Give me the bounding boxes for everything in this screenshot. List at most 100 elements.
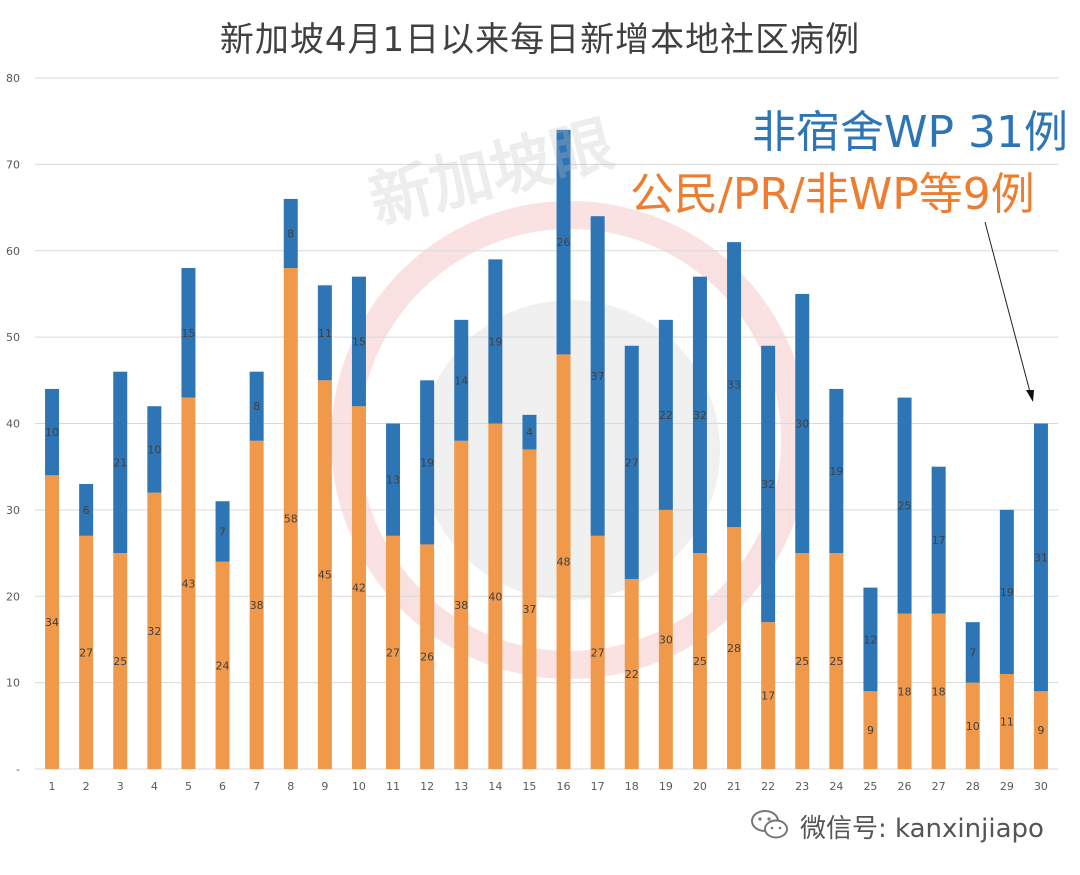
x-tick-label: 24 [829, 780, 843, 793]
x-tick-label: 17 [591, 780, 605, 793]
bar-segment-blue [45, 388, 60, 476]
data-labels: 34 10 27 6 25 21 32 10 43 15 24 7 38 8 58 8 45 11 42 15 27 13… [45, 227, 1048, 737]
bar-segment-orange [658, 509, 673, 769]
bar-segment-orange [965, 682, 980, 769]
x-tick-label: 10 [352, 780, 366, 793]
bar-segment-blue [147, 406, 162, 493]
y-tick-label: 40 [6, 418, 20, 431]
bar-segment-orange [556, 354, 571, 769]
bar-segment-orange [999, 673, 1014, 769]
data-label: 6 [83, 504, 90, 517]
x-tick-label: 2 [83, 780, 90, 793]
data-label: 28 [727, 642, 741, 655]
bar-segment-orange [488, 423, 503, 769]
data-label: 27 [79, 646, 93, 659]
data-label: 42 [352, 582, 366, 595]
x-tick-label: 20 [693, 780, 707, 793]
bar-segment-blue [181, 268, 196, 398]
bar-segment-orange [317, 380, 332, 769]
bar-segment-blue [488, 259, 503, 424]
y-tick-label: 70 [6, 158, 20, 171]
bar-segment-blue [113, 371, 128, 554]
x-tick-label: 7 [253, 780, 260, 793]
y-tick-label: 20 [6, 590, 20, 603]
annotation-arrow [984, 221, 1034, 402]
bar-segment-orange [113, 553, 128, 769]
data-label: 30 [795, 418, 809, 431]
data-label: 27 [625, 456, 639, 469]
bar-segment-orange [863, 691, 878, 769]
x-tick-label: 4 [151, 780, 158, 793]
data-label: 9 [867, 724, 874, 737]
data-label: 34 [45, 616, 59, 629]
y-tick-label: 30 [6, 504, 20, 517]
bar-segment-orange [147, 492, 162, 769]
data-label: 10 [966, 720, 980, 733]
data-label: 21 [113, 456, 127, 469]
wechat-icon [751, 810, 788, 839]
bar-segment-blue [727, 242, 742, 528]
bar-segment-blue [1033, 423, 1048, 692]
data-label: 7 [969, 646, 976, 659]
data-label: 43 [181, 577, 195, 590]
data-label: 19 [488, 335, 502, 348]
bar-segment-blue [522, 414, 537, 450]
data-label: 17 [761, 690, 775, 703]
annotation-blue: 非宿舍WP 31例 [752, 107, 1069, 158]
data-label: 26 [420, 651, 434, 664]
y-tick-label: - [16, 763, 20, 776]
data-label: 27 [591, 646, 605, 659]
bar-segment-blue [249, 371, 264, 441]
data-label: 31 [1034, 551, 1048, 564]
bar-segment-orange [45, 475, 60, 769]
data-label: 12 [863, 633, 877, 646]
y-tick-label: 60 [6, 245, 20, 258]
data-label: 27 [386, 646, 400, 659]
data-label: 40 [488, 590, 502, 603]
bar-segment-orange [897, 613, 912, 769]
data-label: 24 [216, 659, 230, 672]
x-tick-label: 18 [625, 780, 639, 793]
bar-segment-blue [590, 216, 605, 536]
data-label: 4 [526, 426, 533, 439]
x-tick-label: 16 [557, 780, 571, 793]
data-label: 58 [284, 513, 298, 526]
data-label: 32 [147, 625, 161, 638]
data-label: 26 [557, 236, 571, 249]
bar-segment-blue [317, 285, 332, 381]
bar-segment-blue [761, 345, 776, 623]
y-tick-label: 80 [6, 72, 20, 85]
x-tick-label: 19 [659, 780, 673, 793]
bar-segment-blue [454, 319, 469, 441]
data-label: 25 [829, 655, 843, 668]
bar-segment-orange [79, 535, 94, 769]
bar-segment-blue [351, 276, 366, 407]
data-label: 48 [557, 556, 571, 569]
data-label: 25 [898, 500, 912, 513]
bar-segment-blue [658, 319, 673, 510]
bar-segment-orange [1033, 691, 1048, 769]
bar-segment-blue [624, 345, 639, 579]
bar-segment-blue [79, 483, 94, 536]
bar-segment-blue [215, 501, 230, 562]
data-label: 11 [1000, 715, 1014, 728]
data-label: 25 [113, 655, 127, 668]
bar-segment-orange [249, 440, 264, 769]
data-label: 10 [147, 443, 161, 456]
gridlines [35, 77, 1058, 770]
bar-segment-orange [624, 578, 639, 769]
bar-segment-blue [897, 397, 912, 614]
data-label: 38 [454, 599, 468, 612]
data-label: 33 [727, 379, 741, 392]
data-label: 11 [318, 327, 332, 340]
bar-segment-blue [386, 423, 401, 536]
x-tick-label: 9 [321, 780, 328, 793]
data-label: 14 [454, 374, 468, 387]
bar-segment-orange [727, 527, 742, 769]
x-tick-label: 5 [185, 780, 192, 793]
x-tick-label: 14 [488, 780, 502, 793]
bar-segment-blue [863, 587, 878, 692]
x-tick-label: 29 [1000, 780, 1014, 793]
data-label: 19 [420, 456, 434, 469]
x-tick-label: 26 [898, 780, 912, 793]
